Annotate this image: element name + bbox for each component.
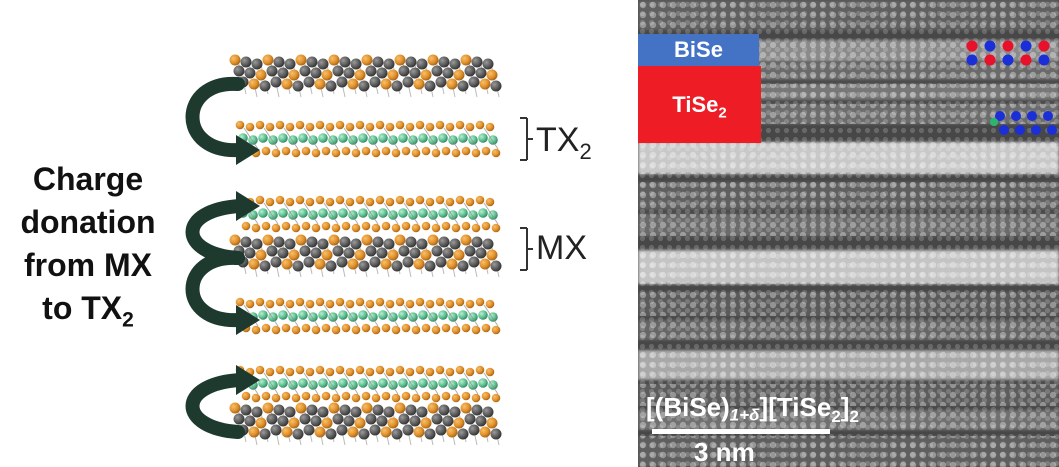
mx-bracket [520, 227, 533, 271]
mx-layer [229, 402, 502, 446]
mx-layer [229, 234, 502, 278]
tise2-label: TiSe2 [638, 66, 761, 143]
tise2-label-main: TiSe [672, 92, 719, 117]
crystal-schematic-panel: Charge donation from MX to TX2 [8, 54, 592, 446]
tise2-model-dot [1011, 111, 1021, 121]
formula-index: 1+δ [729, 405, 760, 425]
tise2-model-dot [995, 111, 1005, 121]
compound-formula: [(BiSe)1+δ][TiSe2]2 [646, 392, 859, 427]
tx2-label-main: TX [536, 121, 580, 159]
charge-line-2: donation [20, 204, 156, 240]
formula-sub-2: 2 [849, 407, 859, 427]
scale-bar [652, 429, 830, 434]
tise2-model-dot [1027, 111, 1037, 121]
tise2-model-dot [999, 125, 1009, 135]
tise2-model-dot [1043, 111, 1053, 121]
mx-label: MX [536, 229, 587, 267]
scale-bar-label: 3 nm [694, 437, 755, 467]
bise-model-dot [1020, 54, 1032, 66]
charge-donation-text: Charge donation from MX to TX2 [8, 158, 168, 341]
bise-model-dot [1020, 40, 1032, 52]
tise2-model-dot [1047, 125, 1057, 135]
tx2-layer [235, 195, 501, 233]
bise-model-dot [966, 40, 978, 52]
tise2-label-sub: 2 [718, 104, 727, 122]
tise2-model-dot [1031, 125, 1041, 135]
bise-model-dot [1038, 40, 1050, 52]
charge-line-4-text: to TX [42, 290, 123, 326]
charge-transfer-arrows [185, 76, 260, 439]
bise-label: BiSe [638, 34, 759, 66]
bise-model-dot [966, 54, 978, 66]
curved-arrow [185, 76, 260, 165]
mx-layer [229, 54, 502, 98]
bise-model-dot [984, 54, 996, 66]
curved-arrow [185, 250, 260, 335]
curved-arrow [185, 365, 260, 439]
charge-line-1: Charge [32, 161, 144, 197]
charge-line-3: from MX [24, 247, 152, 283]
formula-mid: ][TiSe [759, 392, 832, 422]
formula-sub-1: 2 [831, 407, 841, 427]
formula-close: ] [840, 392, 850, 422]
tx2-label: TX2 [536, 121, 592, 165]
charge-line-4: to TX2 [8, 287, 168, 341]
tx2-layer [235, 120, 501, 158]
formula-open: [(BiSe) [646, 392, 730, 422]
tise2-model-dot [990, 118, 998, 126]
bise-model-dot [1002, 54, 1014, 66]
tx2-layer [235, 365, 501, 403]
tx2-bracket [520, 117, 533, 161]
tise2-model-dot [1015, 125, 1025, 135]
stem-micrograph-panel: BiSe TiSe2 [(BiSe)1+δ][TiSe2]2 3 nm [638, 0, 1059, 467]
bise-model-dot [1002, 40, 1014, 52]
layer-stack-illustration [185, 54, 533, 446]
atom-model-dots [966, 40, 1057, 135]
charge-line-4-sub: 2 [122, 308, 134, 332]
bise-model-dot [984, 40, 996, 52]
atomic-layers [229, 54, 502, 446]
bise-model-dot [1038, 54, 1050, 66]
tx2-label-sub: 2 [579, 138, 592, 164]
tx2-layer [235, 297, 501, 335]
